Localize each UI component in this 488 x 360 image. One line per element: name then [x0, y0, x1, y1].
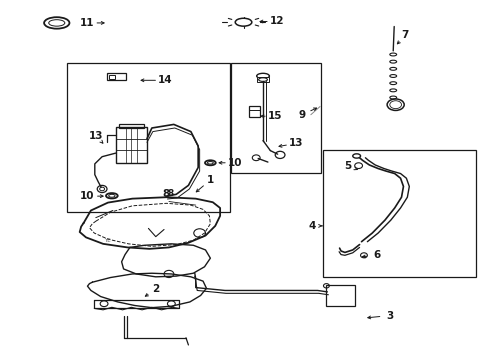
Bar [66, 63, 229, 212]
Text: 13: 13 [288, 139, 303, 148]
Text: 10: 10 [227, 158, 242, 168]
Bar [107, 73, 126, 80]
Text: 12: 12 [269, 17, 284, 27]
Text: 8: 8 [167, 189, 173, 198]
Text: 8: 8 [162, 189, 169, 199]
Bar [257, 77, 268, 82]
Bar [230, 63, 321, 173]
Text: YE: YE [103, 238, 110, 243]
Text: 10: 10 [80, 191, 95, 201]
Text: 13: 13 [89, 131, 103, 141]
Text: 14: 14 [158, 75, 172, 85]
Text: 3: 3 [386, 311, 393, 320]
Bar [109, 75, 115, 79]
Bar [322, 149, 475, 277]
Bar [249, 107, 260, 117]
Bar [119, 124, 143, 128]
Text: 4: 4 [307, 221, 315, 231]
Text: 5: 5 [344, 161, 351, 171]
Text: 1: 1 [206, 175, 214, 185]
Bar [326, 285, 354, 306]
Text: 6: 6 [372, 250, 380, 260]
Text: 7: 7 [401, 31, 408, 40]
Text: 2: 2 [152, 284, 159, 294]
Text: 15: 15 [267, 111, 282, 121]
Text: 11: 11 [80, 18, 94, 28]
Bar [116, 127, 147, 163]
Text: 9: 9 [298, 110, 305, 120]
